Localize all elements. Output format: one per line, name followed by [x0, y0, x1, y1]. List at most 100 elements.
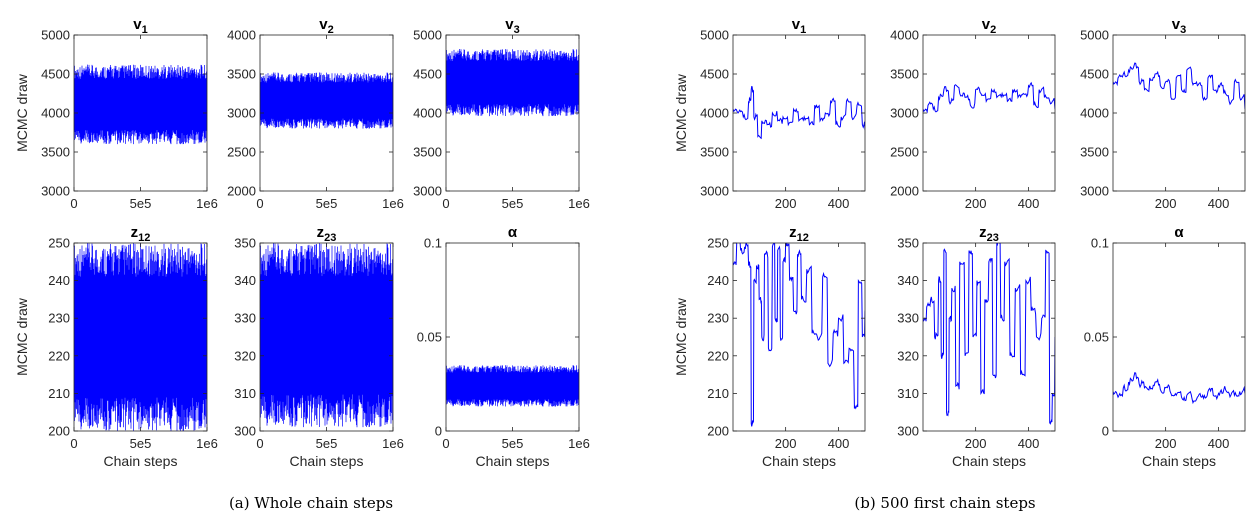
- panel-title: v2: [319, 16, 333, 36]
- panel-title: z12: [789, 224, 809, 244]
- trace-noise: [260, 72, 393, 129]
- ytick-label: 240: [707, 273, 729, 288]
- ytick-label: 5000: [41, 28, 70, 43]
- ytick-label: 3000: [227, 106, 256, 121]
- ytick-label: 4000: [890, 28, 919, 43]
- ytick-label: 3500: [700, 145, 729, 160]
- caption-a: (a) Whole chain steps: [229, 494, 393, 512]
- ytick-label: 300: [234, 424, 256, 439]
- ytick-label: 320: [234, 348, 256, 363]
- axes-box: [922, 34, 1056, 192]
- ytick-label: 210: [707, 386, 729, 401]
- ytick-label: 0: [435, 424, 442, 439]
- trace-noise: [74, 243, 207, 431]
- xtick-label: 5e5: [130, 436, 152, 451]
- ytick-label: 320: [897, 348, 919, 363]
- xtick-label: 0: [70, 436, 77, 451]
- ytick-label: 3000: [41, 184, 70, 199]
- ytick-label: 0.05: [417, 330, 442, 345]
- ytick-label: 5000: [413, 28, 442, 43]
- panel-b-2: 3000 3500 4000 4500 5000 200 400 v3: [1080, 16, 1246, 211]
- ytick-label: 330: [234, 311, 256, 326]
- series-a-2: [446, 49, 579, 117]
- ytick-label: 3000: [413, 184, 442, 199]
- xtick-label: 0: [442, 196, 449, 211]
- ytick-label: 4500: [1080, 67, 1109, 82]
- panel-b-0: 3000 3500 4000 4500 5000 200 400 v1 MCMC draw: [673, 16, 866, 211]
- xtick-label: 5e5: [130, 196, 152, 211]
- series-b-2: [1113, 62, 1245, 110]
- xtick-label: 1e6: [382, 436, 404, 451]
- y-axis-label: MCMC draw: [673, 297, 689, 376]
- panel-title: v1: [133, 16, 147, 36]
- series-b-3: [733, 243, 865, 427]
- panel-title: v3: [505, 16, 519, 36]
- ytick-label: 200: [707, 424, 729, 439]
- series-a-0: [74, 64, 207, 145]
- ytick-label: 4000: [700, 106, 729, 121]
- ytick-label: 4000: [41, 106, 70, 121]
- panel-a-5: 0 0.05 0.1 0 5e5 1e6 α Chain steps: [417, 224, 590, 469]
- ytick-label: 240: [48, 273, 70, 288]
- y-axis-label: MCMC draw: [14, 297, 30, 376]
- panel-title: α: [1174, 224, 1184, 241]
- trace-noise: [260, 243, 393, 428]
- trace-noise: [446, 365, 579, 407]
- panel-title-subscript: 2: [990, 24, 996, 36]
- ytick-label: 220: [707, 348, 729, 363]
- series-b-4: [923, 243, 1055, 426]
- ytick-label: 230: [48, 311, 70, 326]
- panel-a-1: 2000 2500 3000 3500 4000 0 5e5 1e6 v2: [227, 16, 404, 211]
- ytick-label: 220: [48, 348, 70, 363]
- ytick-label: 3000: [890, 106, 919, 121]
- ytick-label: 330: [897, 311, 919, 326]
- xtick-label: 400: [1018, 196, 1040, 211]
- series-b-5: [1113, 372, 1245, 405]
- panel-a-2: 3000 3500 4000 4500 5000 0 5e5 1e6 v3: [413, 16, 590, 211]
- panel-title-subscript: 23: [324, 232, 336, 244]
- series-b-0: [733, 85, 865, 140]
- x-axis-label: Chain steps: [104, 453, 178, 469]
- y-axis-label: MCMC draw: [14, 73, 30, 152]
- xtick-label: 400: [828, 436, 850, 451]
- x-axis-label: Chain steps: [762, 453, 836, 469]
- xtick-label: 1e6: [382, 196, 404, 211]
- ytick-label: 5000: [1080, 28, 1109, 43]
- panel-title: v3: [1172, 16, 1186, 36]
- x-axis-label: Chain steps: [290, 453, 364, 469]
- xtick-label: 400: [1208, 196, 1230, 211]
- xtick-label: 1e6: [568, 196, 590, 211]
- series-a-5: [446, 365, 579, 407]
- xtick-label: 5e5: [502, 436, 524, 451]
- axes-box: [1112, 242, 1246, 432]
- ytick-label: 0.05: [1084, 330, 1109, 345]
- ytick-label: 210: [48, 386, 70, 401]
- series-a-4: [260, 243, 393, 428]
- panel-b-3: 200 210 220 230 240 250 200 400 z12 MCMC draw Chai…: [673, 224, 866, 469]
- panel-title: z23: [317, 224, 337, 244]
- panel-title: α: [508, 224, 518, 241]
- panel-a-3: 200 210 220 230 240 250 0 5e5 1e6 z12 MCMC draw Cha…: [14, 224, 218, 469]
- y-axis-label: MCMC draw: [673, 73, 689, 152]
- xtick-label: 0: [256, 196, 263, 211]
- panel-title-subscript: 23: [987, 232, 999, 244]
- ytick-label: 250: [707, 236, 729, 251]
- ytick-label: 350: [234, 236, 256, 251]
- series-a-1: [260, 72, 393, 129]
- ytick-label: 2000: [227, 184, 256, 199]
- trace-line: [733, 243, 865, 427]
- ytick-label: 3000: [700, 184, 729, 199]
- trace-noise: [446, 49, 579, 117]
- axes-box: [732, 242, 866, 432]
- panel-b-4: 300 310 320 330 340 350 200 400 z23 Chain steps: [897, 224, 1056, 469]
- panel-title: v2: [982, 16, 996, 36]
- ytick-label: 3500: [890, 67, 919, 82]
- trace-line: [1113, 62, 1245, 110]
- panel-title-subscript: 3: [514, 24, 520, 36]
- ytick-label: 4500: [41, 67, 70, 82]
- panel-title-subscript: 2: [328, 24, 334, 36]
- xtick-label: 200: [965, 196, 987, 211]
- panel-title: z12: [131, 224, 151, 244]
- trace-line: [923, 81, 1055, 114]
- xtick-label: 5e5: [316, 196, 338, 211]
